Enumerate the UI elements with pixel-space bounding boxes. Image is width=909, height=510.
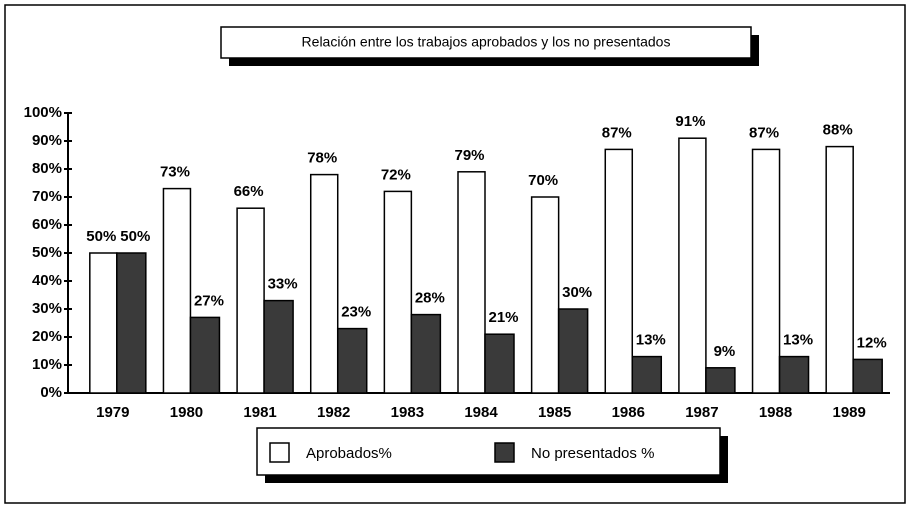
bar <box>705 367 736 394</box>
bar <box>557 308 589 394</box>
legend-label: No presentados % <box>531 445 654 462</box>
value-label: 28% <box>415 290 445 307</box>
x-tick-label: 1987 <box>685 404 718 421</box>
bar <box>631 355 663 394</box>
bar <box>189 316 221 394</box>
x-tick-label: 1985 <box>538 404 571 421</box>
x-tick-label: 1986 <box>612 404 645 421</box>
y-tick-label: 50% <box>32 244 62 261</box>
value-label: 23% <box>341 304 371 321</box>
value-label: 78% <box>307 150 337 167</box>
value-label: 33% <box>268 276 298 293</box>
bar <box>604 148 634 394</box>
bar <box>484 333 515 394</box>
x-tick-label: 1979 <box>96 404 129 421</box>
value-label: 72% <box>381 166 411 183</box>
y-tick-label: 100% <box>24 104 62 121</box>
legend-swatch <box>494 442 515 463</box>
value-label: 9% <box>714 343 736 360</box>
y-tick-label: 0% <box>40 384 62 401</box>
bar <box>825 145 854 394</box>
value-label: 50% <box>120 228 150 245</box>
legend-swatch <box>269 442 290 463</box>
x-tick-label: 1989 <box>832 404 865 421</box>
value-label: 70% <box>528 172 558 189</box>
bar <box>89 252 118 394</box>
value-label: 73% <box>160 164 190 181</box>
bar <box>336 327 368 394</box>
x-tick-label: 1981 <box>243 404 276 421</box>
y-tick-label: 20% <box>32 328 62 345</box>
y-tick-label: 90% <box>32 132 62 149</box>
bar <box>457 171 486 394</box>
x-tick-label: 1984 <box>464 404 498 421</box>
value-label: 50% <box>86 228 116 245</box>
x-tick-label: 1988 <box>759 404 792 421</box>
value-label: 88% <box>823 122 853 139</box>
bar <box>852 358 883 394</box>
bar <box>162 187 192 394</box>
value-label: 30% <box>562 284 592 301</box>
y-tick-label: 40% <box>32 272 62 289</box>
legend-box <box>256 427 721 476</box>
bar <box>383 190 413 394</box>
bar <box>530 196 560 394</box>
frame <box>4 4 906 504</box>
value-label: 66% <box>234 183 264 200</box>
value-label: 87% <box>749 124 779 141</box>
x-tick-label: 1980 <box>170 404 203 421</box>
y-tick-label: 10% <box>32 356 62 373</box>
bar <box>778 355 810 394</box>
bar <box>678 137 707 394</box>
bar <box>751 148 781 394</box>
value-label: 21% <box>488 309 518 326</box>
x-tick-label: 1983 <box>391 404 424 421</box>
title-box <box>220 26 752 59</box>
bar <box>116 252 147 394</box>
value-label: 79% <box>454 147 484 164</box>
y-tick-label: 70% <box>32 188 62 205</box>
value-label: 87% <box>602 124 632 141</box>
chart-title: Relación entre los trabajos aprobados y … <box>302 34 671 50</box>
value-label: 13% <box>783 332 813 349</box>
y-tick-label: 80% <box>32 160 62 177</box>
y-tick-label: 30% <box>32 300 62 317</box>
bar <box>263 299 294 394</box>
value-label: 27% <box>194 292 224 309</box>
bar <box>309 173 339 394</box>
y-tick-label: 60% <box>32 216 62 233</box>
bar <box>410 313 442 394</box>
bar <box>236 207 265 394</box>
value-label: 12% <box>857 334 887 351</box>
x-tick-label: 1982 <box>317 404 350 421</box>
value-label: 13% <box>636 332 666 349</box>
value-label: 91% <box>675 113 705 130</box>
legend-label: Aprobados% <box>306 445 392 462</box>
